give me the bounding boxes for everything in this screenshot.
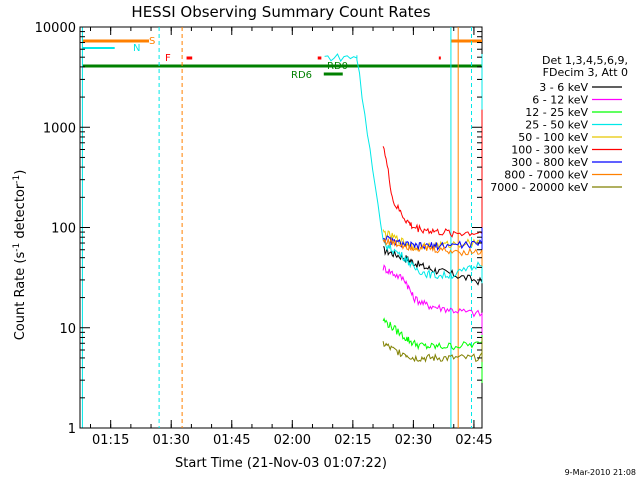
y-axis-label: Count Rate (s-1 detector-1) (12, 170, 28, 341)
y-tick-label: 10 (59, 322, 76, 337)
x-tick-label: 02:00 (274, 433, 311, 448)
flag-bars: SN F RD0 RD6 (82, 36, 482, 81)
flag-label: S (149, 36, 155, 47)
plot-frame (79, 26, 483, 429)
x-tick-label: 02:30 (395, 433, 432, 448)
footer-date: 9-Mar-2010 21:08 (565, 468, 636, 477)
legend-label: 800 - 7000 keV (504, 169, 588, 182)
legend-label: 6 - 12 keV (532, 94, 588, 107)
legend-label: 50 - 100 keV (518, 131, 588, 144)
series-line (382, 237, 483, 267)
legend-label: 100 - 300 keV (511, 144, 588, 157)
series-line (382, 337, 483, 363)
series-line (382, 317, 483, 383)
x-tick-label: 01:30 (152, 433, 189, 448)
series-line (382, 264, 483, 368)
x-axis-ticks: 01:15 01:30 01:45 02:00 02:15 02:30 02:45 (89, 27, 493, 448)
y-tick-label: 1000 (43, 121, 76, 136)
legend-label: 3 - 6 keV (539, 81, 588, 94)
series-line (382, 109, 483, 254)
chart-title: HESSI Observing Summary Count Rates (131, 3, 430, 21)
legend-label: 7000 - 20000 keV (490, 181, 588, 194)
plot-border (79, 26, 483, 429)
legend-label: 25 - 50 keV (525, 119, 588, 132)
legend-label: 300 - 800 keV (511, 156, 588, 169)
x-axis-label: Start Time (21-Nov-03 01:07:22) (175, 456, 387, 471)
x-tick-label: 02:45 (455, 433, 492, 448)
y-tick-label: 10000 (35, 21, 76, 36)
legend-label: 12 - 25 keV (525, 106, 588, 119)
y-axis-ticks: 1 10 100 1000 10000 (35, 21, 482, 437)
x-tick-label: 01:45 (213, 433, 250, 448)
y-tick-label: 100 (51, 222, 76, 237)
x-tick-label: 02:15 (334, 433, 371, 448)
y-tick-label: 1 (68, 422, 76, 437)
x-tick-label: 01:15 (92, 433, 129, 448)
series-line (383, 246, 483, 428)
flag-label: RD6 (291, 70, 312, 81)
legend: Det 1,3,4,5,6,9,FDecim 3, Att 0 3 - 6 keV… (490, 54, 628, 194)
flag-label: F (165, 53, 171, 64)
legend-header: FDecim 3, Att 0 (543, 66, 628, 79)
legend-header: Det 1,3,4,5,6,9, (542, 54, 628, 67)
flag-label: N (133, 43, 140, 54)
flag-label: RD0 (327, 61, 348, 72)
